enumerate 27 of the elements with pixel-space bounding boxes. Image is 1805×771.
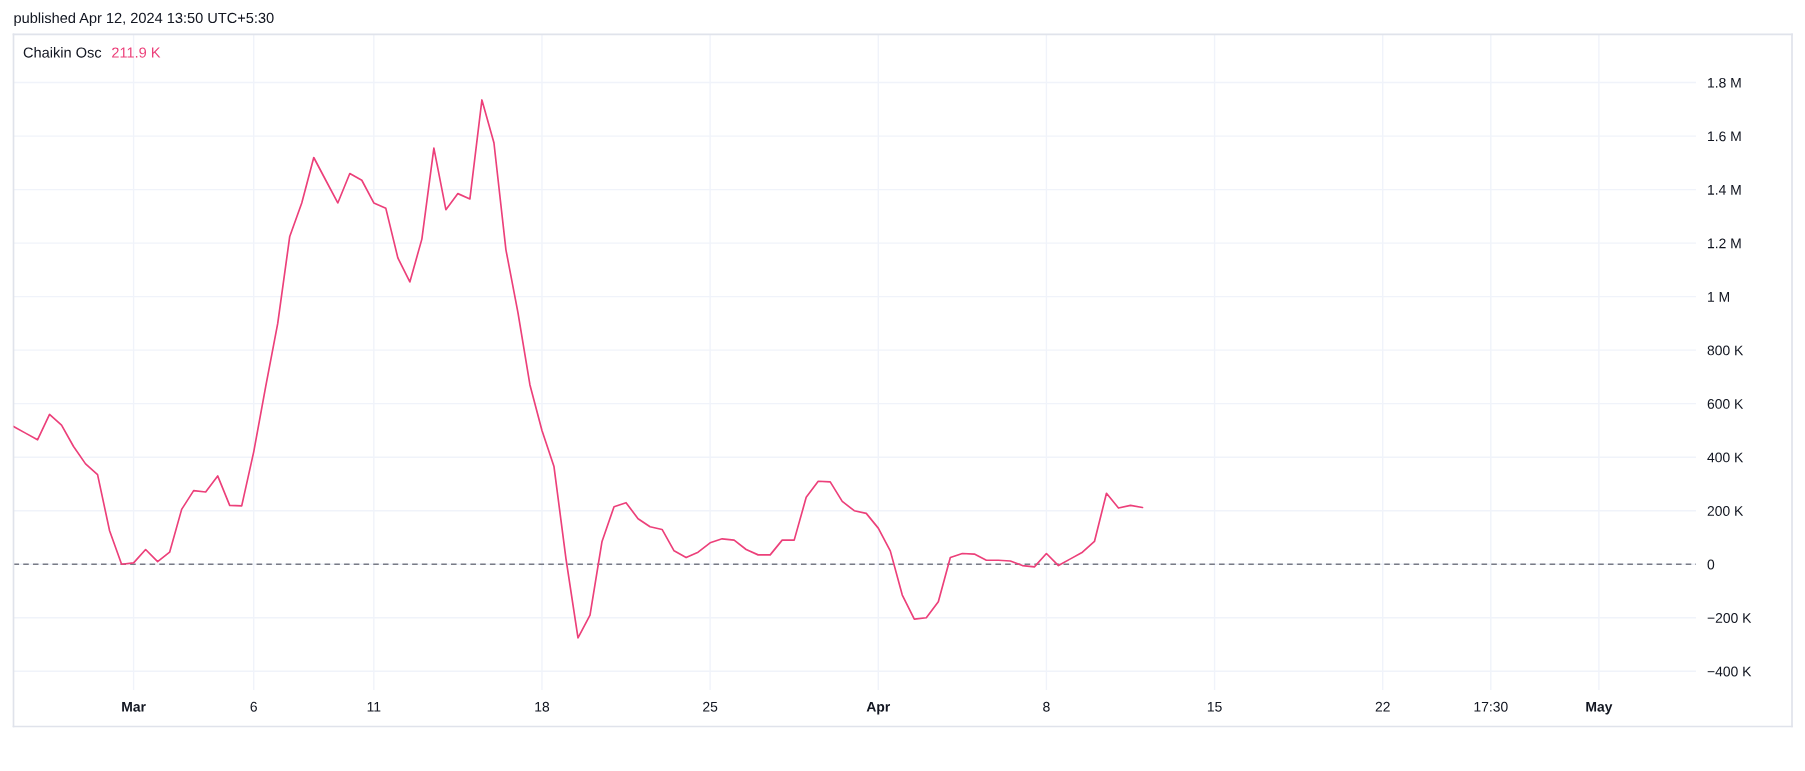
x-tick-label: Mar xyxy=(122,702,146,712)
x-tick-label: 18 xyxy=(535,701,550,712)
text: published Apr 12, 2024 13:50 UTC+5:30 xyxy=(14,12,274,26)
x-tick-label: 25 xyxy=(703,701,718,712)
y-tick-label: 1.8 M xyxy=(1708,77,1741,88)
y-tick-label: 0 xyxy=(1707,559,1715,570)
x-tick-label: 6 xyxy=(250,701,257,712)
y-tick-label: 1.4 M xyxy=(1708,185,1741,195)
y-tick-label: 1.2 M xyxy=(1708,238,1741,249)
y-tick-label: 1.6 M xyxy=(1708,131,1741,142)
y-tick-label: −200 K xyxy=(1707,613,1752,623)
x-tick-label: 15 xyxy=(1207,702,1222,712)
y-tick-label: −400 K xyxy=(1707,666,1752,677)
y-tick-label: 400 K xyxy=(1707,452,1744,463)
y-tick-label: 800 K xyxy=(1707,345,1744,356)
y-tick-label: 1 M xyxy=(1708,292,1730,302)
annotation: 211.9 K xyxy=(112,47,161,58)
x-tick-label: Apr xyxy=(866,702,891,715)
x-tick-label: 8 xyxy=(1043,701,1050,712)
x-tick-label: May xyxy=(1586,702,1613,715)
x-tick-label: 22 xyxy=(1375,701,1390,712)
x-tick-label: 11 xyxy=(367,702,381,712)
y-tick-label: 600 K xyxy=(1707,399,1744,409)
text: Chaikin Osc xyxy=(23,47,102,58)
y-tick-label: 200 K xyxy=(1707,506,1744,516)
x-tick-label: 17:30 xyxy=(1474,701,1508,712)
line-series xyxy=(13,99,1144,639)
